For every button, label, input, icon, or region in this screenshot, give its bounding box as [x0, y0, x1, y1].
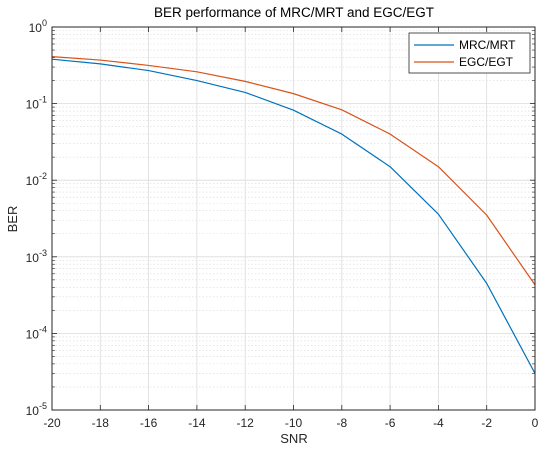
x-tick-label: -6	[385, 416, 396, 430]
x-tick-label: -12	[237, 416, 255, 430]
y-tick-base: 10	[26, 251, 40, 265]
x-tick-label: -20	[43, 416, 61, 430]
series-line-mrc-mrt	[51, 58, 536, 374]
y-tick-label: 10-1	[26, 95, 47, 112]
chart-title: BER performance of MRC/MRT and EGC/EGT	[154, 5, 434, 20]
series-line-egc-egt	[51, 56, 536, 286]
y-tick-exponent: -4	[39, 324, 47, 334]
y-tick-label: 10-4	[26, 324, 47, 341]
legend-box	[408, 32, 531, 74]
y-tick-base: 10	[26, 327, 40, 341]
y-tick-exponent: 0	[42, 18, 47, 28]
legend-label-egc: EGC/EGT	[459, 55, 514, 69]
y-tick-label: 10-5	[26, 401, 47, 418]
x-tick-label: -4	[433, 416, 444, 430]
series-layer	[51, 56, 536, 374]
x-tick-label: 0	[532, 416, 539, 430]
y-tick-base: 10	[26, 174, 40, 188]
x-tick-label: -14	[188, 416, 206, 430]
x-tick-label: -18	[92, 416, 110, 430]
y-tick-label: 100	[29, 18, 47, 35]
y-tick-base: 10	[26, 404, 40, 418]
x-tick-labels: -20 -18 -16 -14 -12 -10 -8 -6 -4 -2 0	[43, 416, 538, 430]
x-axis-title: SNR	[280, 431, 307, 446]
y-tick-base: 10	[26, 98, 40, 112]
y-axis-title: BER	[5, 206, 20, 233]
legend-label-mrc: MRC/MRT	[459, 38, 516, 52]
y-tick-exponent: -3	[39, 248, 47, 258]
x-tick-label: -2	[481, 416, 492, 430]
y-tick-label: 10-3	[26, 248, 47, 265]
legend: MRC/MRT EGC/EGT	[408, 32, 531, 74]
y-tick-exponent: -2	[39, 171, 47, 181]
y-tick-exponent: -5	[39, 401, 47, 411]
y-tick-base: 10	[29, 21, 43, 35]
y-tick-label: 10-2	[26, 171, 47, 188]
tick-marks	[51, 26, 536, 411]
x-tick-label: -10	[285, 416, 303, 430]
x-tick-label: -16	[140, 416, 158, 430]
x-tick-label: -8	[336, 416, 347, 430]
y-tick-exponent: -1	[39, 95, 47, 105]
